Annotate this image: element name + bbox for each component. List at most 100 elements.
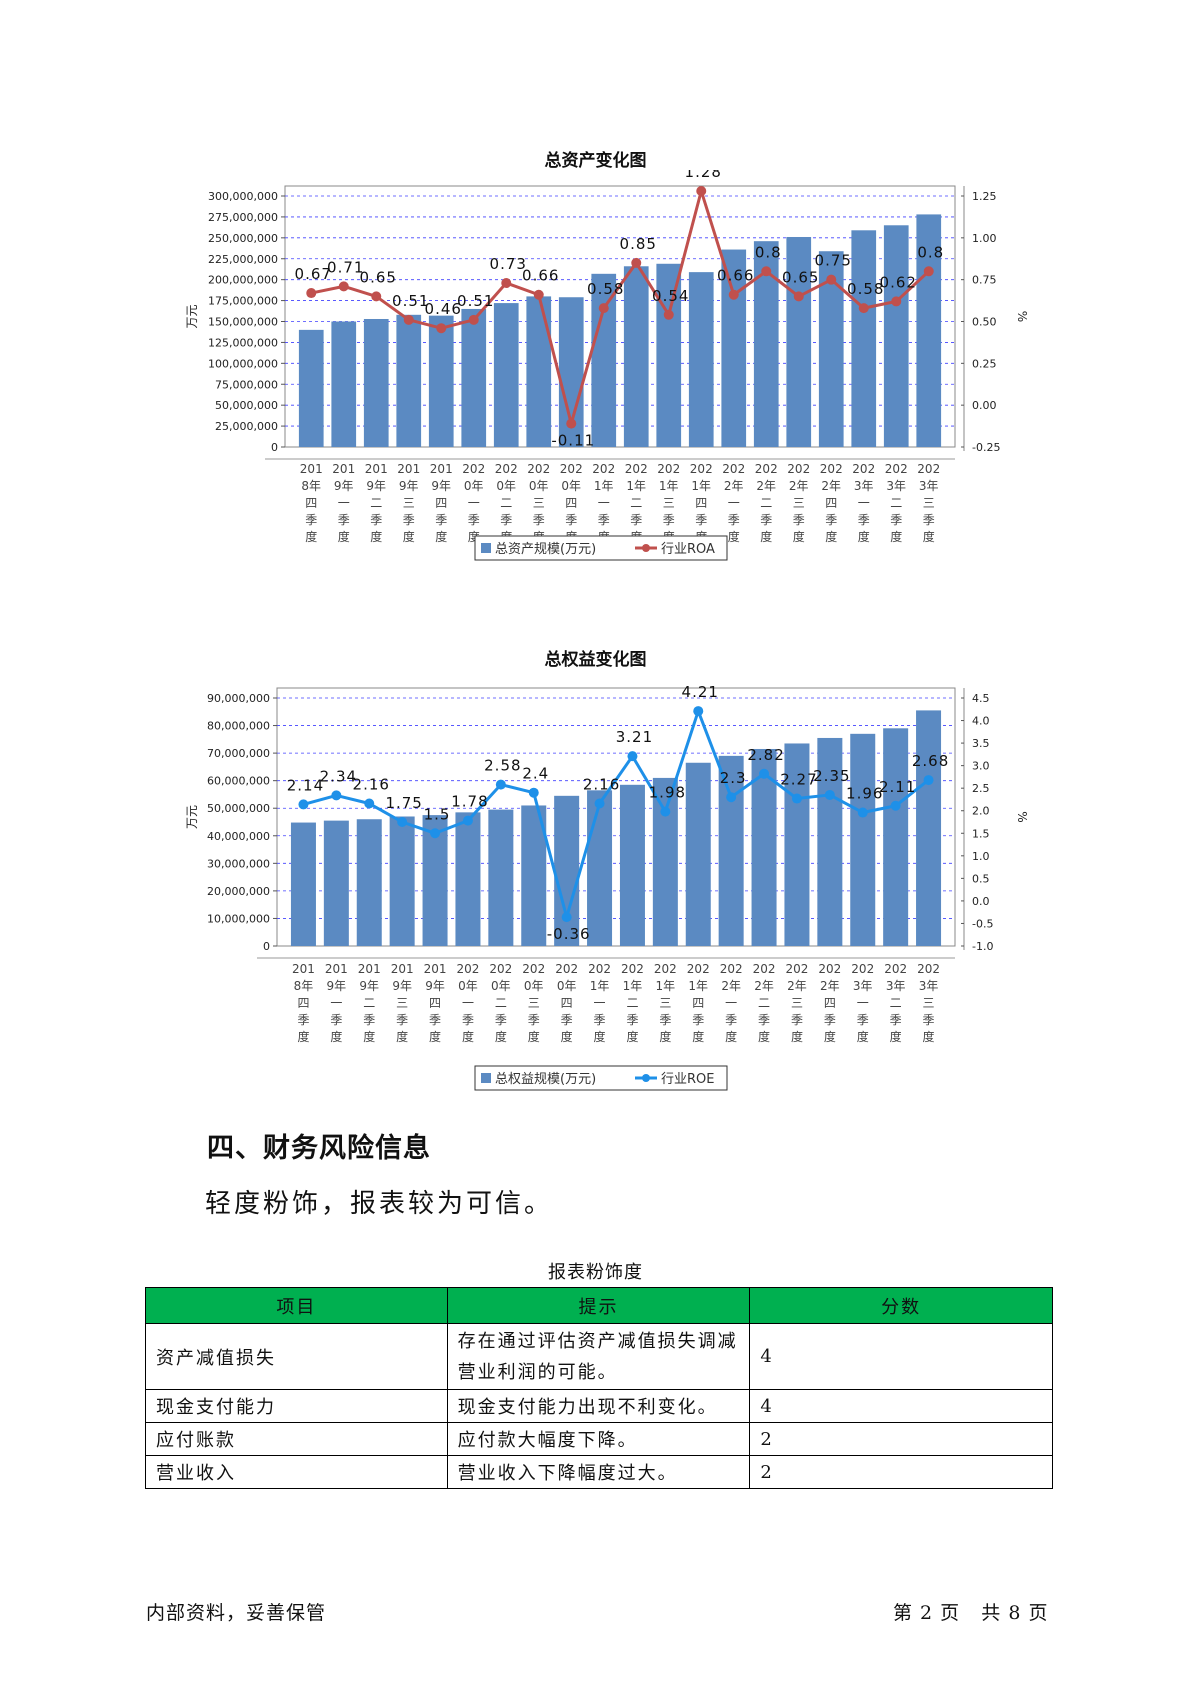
line-point	[397, 817, 408, 827]
data-label: 1.28	[685, 170, 722, 181]
x-tick-label: 202	[753, 962, 776, 976]
x-tick-label: 度	[626, 1029, 638, 1044]
line-point	[793, 291, 804, 302]
bar	[428, 315, 454, 447]
legend-line-marker	[642, 544, 650, 552]
x-tick-label: 1年	[691, 479, 711, 493]
y-tick-label: 200,000,000	[208, 274, 278, 287]
bar	[786, 236, 812, 447]
x-tick-label: 二	[630, 496, 642, 510]
x-tick-label: 3年	[853, 979, 873, 993]
chart-title-total-equity: 总权益变化图	[544, 650, 647, 670]
line-point	[495, 779, 506, 790]
x-tick-label: 202	[785, 962, 808, 976]
data-label: 0.51	[457, 292, 494, 310]
x-tick-label: 度	[528, 1029, 540, 1044]
x-tick-label: 四	[825, 496, 837, 510]
data-label: 0.8	[917, 243, 944, 261]
line-point	[693, 706, 704, 717]
chart-total-equity: 0 10,000,000 20,000,000 30,000,000 40,000,00…	[185, 683, 1029, 1091]
line-point	[631, 257, 642, 268]
x-tick-label: 3年	[886, 979, 906, 993]
y2-tick-label: 0.25	[972, 357, 997, 370]
x-tick-label: 9年	[392, 979, 412, 993]
x-tick-label: 1年	[688, 979, 708, 993]
x-tick-label: 2年	[724, 479, 744, 493]
bar	[851, 230, 877, 447]
x-tick-label: 季	[403, 513, 415, 527]
line-point	[696, 185, 707, 196]
footer-page-number: 第 2 页 共 8 页	[893, 1602, 1049, 1624]
line-point	[533, 289, 544, 300]
x-tick-label: 度	[435, 529, 447, 544]
bar	[883, 728, 909, 946]
y-tick-label: 100,000,000	[208, 357, 278, 370]
bar	[488, 809, 514, 946]
line-point	[728, 289, 739, 300]
legend-bar-label: 总资产规模(万元)	[495, 542, 596, 557]
x-tick-label: 0年	[557, 979, 577, 993]
x-tick-label: 202	[592, 462, 615, 476]
legend: 总权益规模(万元) 行业ROE	[474, 1065, 728, 1091]
x-tick-label: 季	[338, 513, 350, 527]
x-tick-label: 季	[857, 1013, 869, 1027]
x-tick-label: 202	[852, 462, 875, 476]
line-point	[561, 912, 572, 923]
x-tick-label: 0年	[561, 479, 581, 493]
line-point	[761, 266, 772, 277]
x-tick-label: 季	[533, 513, 545, 527]
y-tick-label: 50,000,000	[207, 802, 270, 815]
line-point	[598, 303, 609, 314]
line-point	[331, 790, 342, 801]
x-tick-label: 0年	[491, 979, 511, 993]
x-tick-label: 季	[663, 513, 675, 527]
x-tick-label: 201	[325, 962, 348, 976]
bar	[623, 266, 649, 447]
bar	[331, 321, 357, 447]
x-tick-label: 四	[561, 996, 573, 1010]
data-label: 2.68	[912, 752, 949, 770]
x-tick-label: 度	[297, 1029, 309, 1044]
data-label: 0.54	[652, 287, 689, 305]
y-tick-label: 225,000,000	[208, 253, 278, 266]
bar	[850, 733, 876, 946]
y2-tick-label: -1.0	[972, 940, 993, 953]
x-tick-label: 度	[825, 529, 837, 544]
x-tick-label: 202	[820, 462, 843, 476]
x-tick-label: 季	[297, 1013, 309, 1027]
x-tick-label: 二	[363, 996, 375, 1010]
table-row: 资产减值损失 存在通过评估资产减值损失调减营业利润的可能。 4	[145, 1323, 1053, 1390]
data-label: 2.11	[879, 778, 916, 796]
y-tick-label: 75,000,000	[215, 378, 278, 391]
x-tick-label: 度	[923, 529, 935, 544]
x-tick-label: 201	[292, 962, 315, 976]
line-point	[468, 314, 479, 325]
x-tick-label: 一	[468, 496, 480, 510]
line-series	[303, 709, 930, 919]
x-tick-label: 度	[923, 1029, 935, 1044]
y-tick-label: 125,000,000	[208, 336, 278, 349]
x-tick-label: 三	[403, 496, 415, 510]
x-tick-label: 季	[728, 513, 740, 527]
x-tick-label: 四	[695, 496, 707, 510]
x-tick-label: 四	[692, 996, 704, 1010]
x-tick-label: 度	[330, 1029, 342, 1044]
x-tick-label: 201	[391, 962, 414, 976]
data-label: 2.4	[522, 765, 549, 783]
x-tick-label: 202	[522, 962, 545, 976]
x-tick-label: 季	[824, 1013, 836, 1027]
x-tick-label: 季	[561, 1013, 573, 1027]
x-tick-label: 度	[396, 1029, 408, 1044]
y-tick-label: 50,000,000	[215, 399, 278, 412]
x-tick-label: 3年	[919, 979, 939, 993]
y-tick-label: 300,000,000	[208, 190, 278, 203]
y2-tick-label: 2.5	[972, 782, 990, 795]
x-tick-label: 季	[725, 1013, 737, 1027]
x-tick-label: 度	[495, 1029, 507, 1044]
x-tick-label: 季	[305, 513, 317, 527]
x-tick-label: 二	[370, 496, 382, 510]
y-tick-label: 25,000,000	[215, 420, 278, 433]
x-tick-label: 9年	[327, 979, 347, 993]
data-label: 0.75	[815, 252, 852, 270]
data-label: 3.21	[616, 728, 653, 746]
